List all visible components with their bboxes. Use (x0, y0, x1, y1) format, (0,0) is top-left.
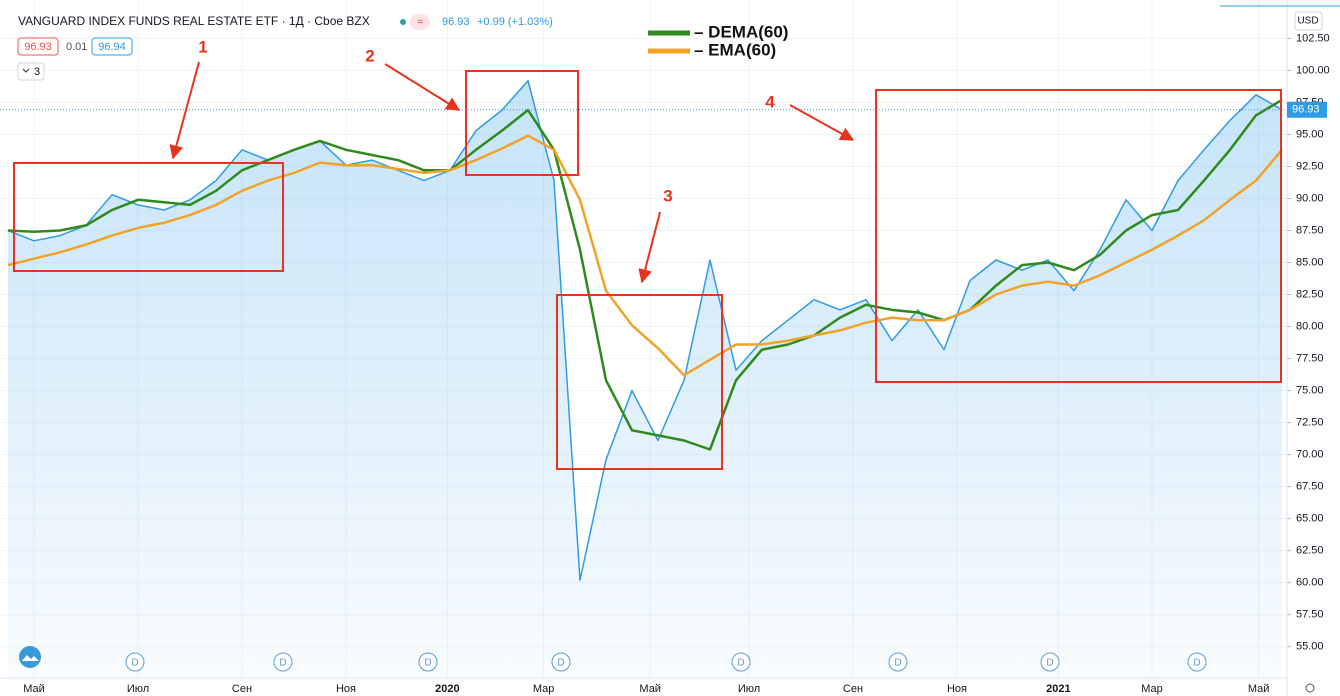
dividend-label: D (737, 658, 744, 669)
x-tick-label: Май (23, 683, 45, 695)
y-tick-label: 57.50 (1296, 609, 1324, 621)
indicator-line (7, 98, 1283, 451)
dividend-label: D (894, 658, 901, 669)
y-tick-label: 80.00 (1296, 320, 1324, 332)
currency-box[interactable] (1294, 11, 1323, 31)
annotation-box (465, 70, 579, 176)
y-tick-label: 65.00 (1296, 513, 1324, 525)
price-label: 96.93 (1292, 104, 1320, 116)
status-icon: ≈ (417, 16, 423, 28)
x-tick-label: Июл (127, 683, 149, 695)
dividend-label: D (1193, 658, 1200, 669)
dividend-marker (1187, 652, 1207, 672)
chevron (22, 68, 30, 73)
status-dot (400, 19, 406, 25)
y-tick-label: 55.00 (1296, 641, 1324, 653)
x-tick-label: Ноя (336, 683, 356, 695)
bid-box (17, 37, 59, 56)
dividend-marker (273, 652, 293, 672)
price-area (8, 80, 1282, 680)
y-tick-label: 85.00 (1296, 256, 1324, 268)
annotation-label: 2 (365, 46, 374, 65)
status-badge (410, 14, 430, 30)
annotation-arrow (384, 63, 461, 111)
dividend-label: D (424, 658, 431, 669)
x-tick-label: Май (1248, 683, 1270, 695)
ask: 96.94 (98, 41, 126, 53)
annotation-arrow (169, 61, 200, 160)
chart-title: VANGUARD INDEX FUNDS REAL ESTATE ETF · 1… (18, 14, 370, 28)
x-tick-label: Июл (738, 683, 760, 695)
dividend-label: D (279, 658, 286, 669)
price-label-box (1287, 101, 1327, 118)
dividend-label: D (131, 658, 138, 669)
last-price: 96.93 (442, 16, 470, 28)
dividend-label: D (1046, 658, 1053, 669)
y-tick-label: 100.00 (1296, 64, 1330, 76)
indicator-toggle[interactable] (17, 62, 45, 81)
spread: 0.01 (66, 41, 87, 53)
settings-icon[interactable] (1305, 683, 1315, 693)
y-tick-label: 87.50 (1296, 224, 1324, 236)
y-tick-label: 90.00 (1296, 192, 1324, 204)
dividend-marker (888, 652, 908, 672)
legend-label: – EMA(60) (694, 40, 776, 59)
dividend-marker (125, 652, 145, 672)
dividend-marker (551, 652, 571, 672)
x-tick-label: 2021 (1046, 683, 1070, 695)
x-tick-label: Мар (533, 683, 555, 695)
plot-area (0, 79, 1287, 680)
annotation-label: 3 (663, 186, 672, 205)
annotation-box (556, 294, 723, 470)
y-tick-label: 82.50 (1296, 288, 1324, 300)
indicator-line (7, 134, 1283, 377)
price-change: +0.99 (+1.03%) (477, 16, 553, 28)
y-tick-label: 102.50 (1296, 32, 1330, 44)
dividend-marker (731, 652, 751, 672)
y-tick-label: 77.50 (1296, 352, 1324, 364)
x-tick-label: Мар (1141, 683, 1163, 695)
dividend-marker (1040, 652, 1060, 672)
annotation-arrow (789, 104, 855, 141)
dividend-marker (418, 652, 438, 672)
x-tick-label: Сен (232, 683, 252, 695)
annotation-arrow (638, 211, 661, 284)
logo-mark (22, 655, 39, 661)
y-tick-label: 60.00 (1296, 577, 1324, 589)
annotation-label: 1 (198, 37, 207, 56)
x-tick-label: Сен (843, 683, 863, 695)
x-tick-label: 2020 (435, 683, 459, 695)
indicator-count: 3 (34, 66, 40, 78)
y-tick-label: 92.50 (1296, 160, 1324, 172)
dividend-label: D (557, 658, 564, 669)
y-tick-label: 75.00 (1296, 384, 1324, 396)
x-tick-label: Май (639, 683, 661, 695)
y-tick-label: 70.00 (1296, 449, 1324, 461)
ask-box (91, 37, 133, 56)
x-tick-label: Ноя (947, 683, 967, 695)
y-tick-label: 67.50 (1296, 481, 1324, 493)
annotation-box (875, 89, 1282, 383)
y-tick-label: 72.50 (1296, 417, 1324, 429)
legend-label: – DEMA(60) (694, 22, 788, 41)
logo (19, 646, 41, 668)
annotation-box (13, 162, 284, 272)
bid: 96.93 (24, 41, 52, 53)
currency: USD (1297, 16, 1318, 27)
y-tick-label: 62.50 (1296, 545, 1324, 557)
y-tick-label: 95.00 (1296, 128, 1324, 140)
annotation-label: 4 (765, 92, 775, 111)
